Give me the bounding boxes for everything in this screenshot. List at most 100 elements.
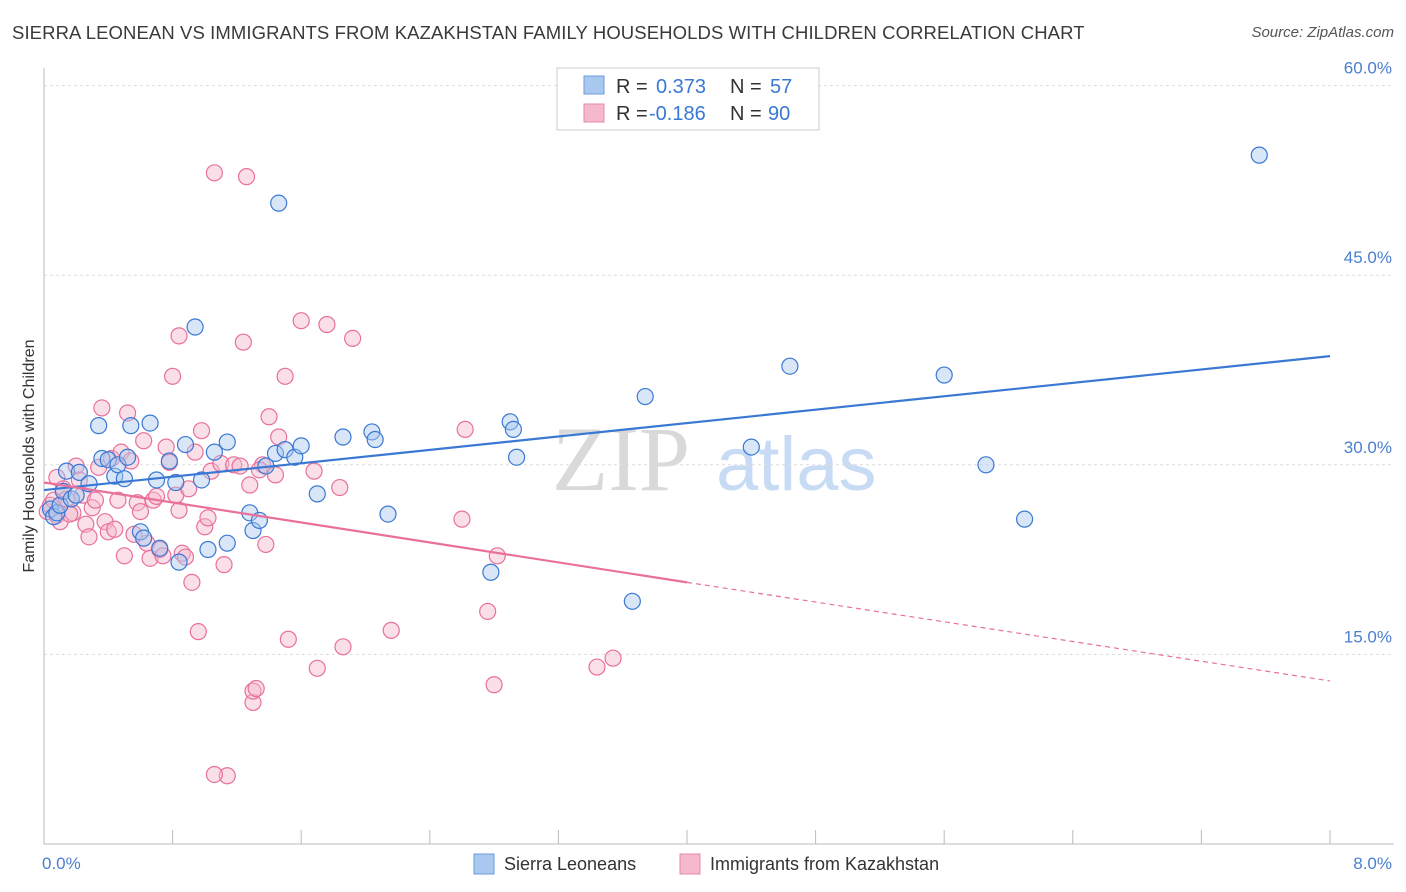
data-point [170,553,188,571]
data-point [270,194,288,212]
data-point [231,457,249,475]
data-point [636,387,654,406]
data-point [508,448,526,466]
correlation-legend: R = 0.373 N = 57 R = -0.186 N = 90 [556,67,820,131]
series-legend-swatch-blue [473,853,495,875]
data-point [279,630,297,648]
y-tick-label: 60.0% [1344,59,1392,78]
data-point [118,448,137,466]
data-point [135,432,153,450]
data-point [218,534,236,552]
data-point [99,451,117,469]
data-point [170,501,188,519]
data-point [164,367,182,385]
data-point [199,540,217,559]
data-point [205,164,223,182]
data-point [623,592,641,610]
series-legend-label-pink: Immigrants from Kazakhstan [710,854,939,874]
data-point [80,528,98,546]
data-point [115,470,133,488]
series-legend-swatch-pink [679,853,701,875]
data-point [189,623,207,641]
trend-lines [43,355,1331,682]
data-point [151,539,169,557]
y-axis-label: Family Households with Children [21,340,38,573]
series-kazakhstan-points [38,164,622,785]
data-point [334,428,352,446]
data-point [192,422,211,440]
data-point [93,399,111,417]
data-point [57,462,76,480]
y-tick-label: 30.0% [1344,438,1392,457]
data-point [488,547,506,565]
trend-line-solid [43,355,1331,492]
y-tick-labels: 15.0% 30.0% 45.0% 60.0% [1344,59,1392,647]
data-point [482,563,500,581]
data-point [199,509,217,527]
data-point [237,168,256,186]
data-point [234,333,252,351]
data-point [118,404,137,422]
data-point [504,420,522,439]
trend-line-solid [43,481,688,584]
data-point [135,529,153,547]
data-point [170,327,188,345]
x-axis-ticks [43,830,1331,844]
data-point [67,486,85,504]
data-point [160,452,178,470]
data-point [382,621,400,639]
data-point [122,417,140,435]
legend-r-label-pink: R = [616,103,648,125]
legend-r-label-blue: R = [616,76,648,98]
data-point [334,638,352,656]
data-point [196,518,214,536]
legend-swatch-pink [583,103,605,123]
data-point [215,556,233,574]
legend-r-value-blue: 0.373 [656,76,706,98]
data-point [318,315,336,334]
data-point [308,485,326,503]
data-point [305,462,323,480]
data-point [379,505,397,523]
y-tick-label: 15.0% [1344,627,1392,646]
data-point [90,417,108,435]
data-point [257,535,275,554]
watermark-zip: ZIP [552,408,690,510]
data-point [588,658,606,676]
data-point [244,521,262,540]
data-point [977,456,995,474]
data-point [109,491,127,509]
data-point [247,679,265,698]
series-legend: Sierra Leoneans Immigrants from Kazakhst… [473,853,939,875]
x-tick-label-min: 0.0% [42,854,81,873]
axes [43,68,1394,845]
data-point [167,473,185,492]
data-point [485,676,503,694]
data-point [276,367,294,385]
data-point [292,437,310,455]
data-point [935,366,953,384]
data-point [456,420,474,439]
legend-n-value-pink: 90 [768,103,790,125]
legend-n-label-pink: N = [730,103,762,125]
data-point [1250,146,1268,164]
data-point [331,478,349,497]
data-point [604,649,622,667]
series-sierra-leoneans-points [41,146,1268,610]
data-point [106,520,124,538]
data-point [479,602,497,621]
data-point [344,329,362,347]
data-point [244,682,262,700]
data-point [241,476,259,494]
y-tick-label: 45.0% [1344,248,1392,267]
data-point [186,318,204,336]
data-point [453,510,471,528]
data-point [93,449,111,468]
data-point [205,443,223,461]
data-point [131,502,150,521]
data-point [183,573,201,591]
data-point [176,435,195,454]
legend-n-label-blue: N = [730,76,762,98]
data-point [260,408,278,426]
